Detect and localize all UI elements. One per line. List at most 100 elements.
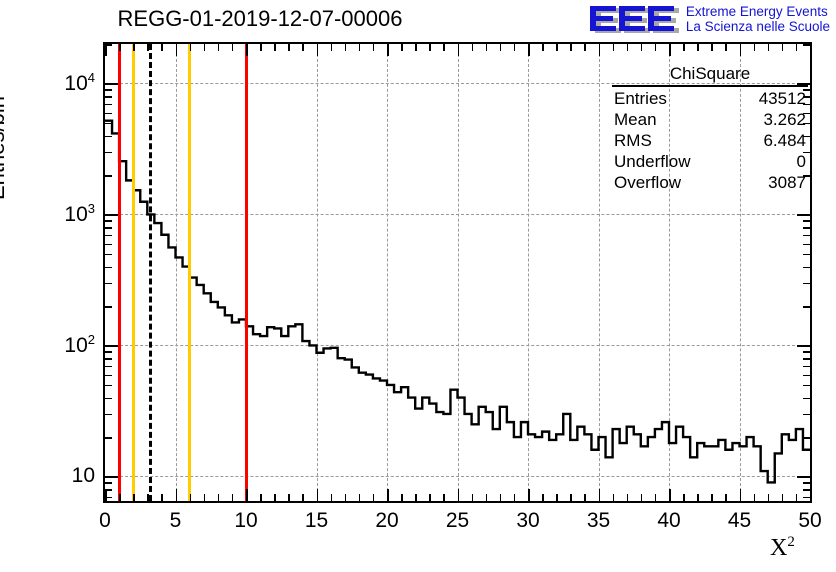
y-tick-minor-right [803, 489, 810, 491]
y-tick-minor [105, 135, 112, 138]
x-tick-minor [767, 494, 770, 501]
y-tick-minor [105, 220, 112, 222]
x-tick-minor [203, 494, 206, 501]
y-tick-minor [105, 384, 112, 387]
x-tick-minor [795, 494, 798, 501]
stats-row-key: Mean [614, 110, 657, 129]
x-tick-major-top [316, 44, 318, 56]
x-tick-major [598, 489, 600, 501]
x-tick-minor-top [556, 44, 558, 51]
y-tick-minor-right [803, 365, 810, 368]
y-tick-minor [105, 103, 112, 106]
x-tick-minor [161, 494, 163, 501]
stats-row-value: 43512 [758, 89, 806, 108]
x-tick-minor-top [443, 44, 445, 51]
x-axis-title: X2 [770, 534, 795, 561]
x-tick-minor-top [471, 44, 474, 51]
x-tick-major [175, 489, 177, 501]
x-tick-major-top [457, 44, 459, 56]
y-tick-minor-right [803, 96, 810, 98]
x-tick-minor [697, 494, 699, 501]
x-tick-minor-top [203, 44, 206, 51]
y-tick-minor [105, 175, 112, 177]
stats-box: ChiSquare Entries 43512 Mean 3.262 RMS 6.484 U… [612, 64, 808, 193]
y-tick-minor [105, 351, 112, 353]
x-tick-major-top [669, 44, 671, 56]
x-tick-minor-top [781, 44, 784, 51]
y-tick-minor [105, 374, 112, 377]
x-tick-minor [147, 494, 149, 501]
x-tick-minor [330, 494, 333, 501]
x-tick-minor-top [542, 44, 544, 51]
x-tick-label: 30 [516, 509, 540, 532]
x-tick-minor [119, 494, 121, 501]
y-tick-minor [105, 122, 112, 125]
x-tick-minor-top [683, 44, 685, 51]
x-tick-minor [358, 494, 361, 501]
eee-logo-letters-icon [589, 6, 674, 31]
y-tick-minor [105, 89, 112, 91]
x-tick-major-top [387, 44, 389, 56]
x-tick-minor-top [344, 44, 347, 51]
x-tick-minor-top [626, 44, 629, 51]
x-tick-minor [302, 494, 304, 501]
stats-row: Mean 3.262 [612, 109, 808, 130]
y-tick-minor-right [803, 397, 810, 400]
x-tick-minor-top [415, 44, 417, 51]
x-tick-minor-top [499, 44, 502, 51]
x-tick-minor-top [288, 44, 290, 51]
y-tick-minor-right [803, 384, 810, 387]
x-tick-label: 10 [234, 509, 258, 532]
x-tick-minor-top [485, 44, 488, 51]
x-tick-minor-top [711, 44, 713, 51]
x-tick-major [316, 489, 318, 501]
x-tick-major-top [810, 44, 812, 56]
x-tick-major-top [246, 44, 248, 56]
x-tick-minor-top [133, 44, 135, 51]
marker-gold-upper [188, 44, 192, 501]
x-tick-minor [133, 494, 135, 501]
x-tick-minor [654, 494, 657, 501]
x-tick-minor [485, 494, 488, 501]
y-tick-minor [105, 413, 112, 416]
x-tick-minor-top [513, 44, 516, 51]
x-tick-minor [584, 494, 586, 501]
x-tick-label: 25 [445, 509, 470, 532]
x-tick-minor [260, 494, 262, 501]
x-tick-minor [556, 494, 558, 501]
x-tick-minor-top [725, 44, 727, 51]
y-tick-minor [105, 44, 112, 46]
y-tick-minor [105, 112, 112, 114]
y-tick-minor [105, 282, 112, 285]
y-tick-minor-right [803, 227, 810, 229]
x-tick-major [105, 489, 107, 501]
eee-logo: Extreme Energy Events La Scienza nelle S… [588, 2, 830, 36]
x-tick-label: 35 [586, 509, 611, 532]
stats-row-value: 3.262 [763, 110, 806, 129]
y-tick-minor-right [803, 243, 810, 246]
y-tick-minor-right [803, 122, 810, 125]
y-tick-minor-right [803, 253, 810, 256]
y-tick-major-right [797, 476, 810, 478]
y-tick-major [105, 83, 118, 85]
x-tick-major [528, 489, 530, 501]
x-tick-minor [626, 494, 629, 501]
y-tick-minor [105, 243, 112, 246]
x-tick-major-top [739, 44, 741, 56]
y-tick-minor-right [803, 151, 810, 154]
x-tick-minor [344, 494, 347, 501]
x-tick-minor [189, 494, 192, 501]
y-tick-minor [105, 397, 112, 400]
x-tick-minor-top [612, 44, 615, 51]
x-tick-minor-top [429, 44, 431, 51]
stats-row-key: RMS [614, 131, 652, 150]
x-tick-minor [683, 494, 685, 501]
y-tick-minor-right [803, 482, 810, 484]
x-tick-minor [288, 494, 290, 501]
x-tick-minor-top [753, 44, 756, 51]
x-tick-minor [274, 494, 276, 501]
y-tick-major-right [797, 345, 810, 347]
y-tick-minor [105, 489, 112, 491]
x-tick-label: 50 [798, 509, 822, 532]
